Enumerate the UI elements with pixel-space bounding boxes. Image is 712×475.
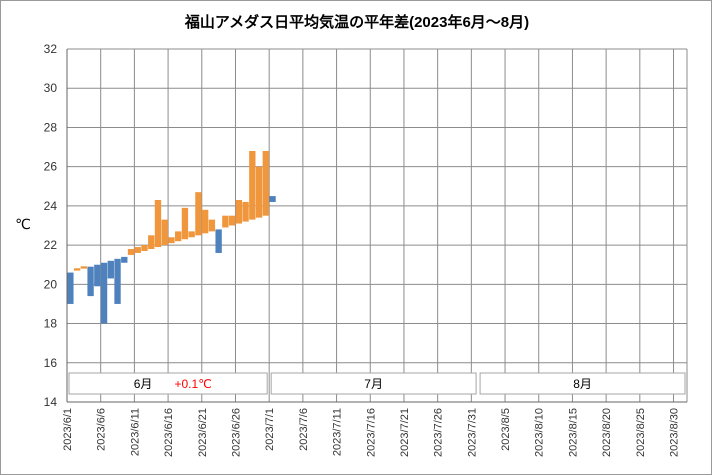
temperature-bar <box>127 249 135 255</box>
temperature-bar <box>154 200 162 248</box>
temperature-bar <box>73 268 81 271</box>
temperature-bar <box>94 264 101 287</box>
x-tick-label: 2023/8/30 <box>669 408 681 457</box>
month-label: 8月 <box>573 377 592 391</box>
x-tick-label: 2023/6/21 <box>197 408 209 457</box>
x-tick-label: 2023/8/15 <box>567 408 579 457</box>
temperature-bar <box>188 231 195 238</box>
y-tick-label: 22 <box>44 238 58 252</box>
temperature-bar <box>269 196 276 202</box>
temperature-bar <box>67 272 74 304</box>
x-tick-label: 2023/7/31 <box>466 408 478 457</box>
temperature-bar <box>80 266 88 269</box>
temperature-bar <box>134 247 141 253</box>
temperature-bar <box>107 260 114 279</box>
y-axis-label: ℃ <box>15 216 31 232</box>
y-tick-label: 16 <box>44 356 58 370</box>
month-box-layer: 6月 +0.1℃ 7月 8月 <box>68 372 686 395</box>
temperature-bar <box>255 166 263 218</box>
x-tick-label: 2023/7/21 <box>399 408 411 457</box>
temperature-bar <box>181 207 189 240</box>
y-tick-label: 28 <box>44 120 58 134</box>
temperature-bar <box>262 150 269 216</box>
temperature-bar <box>87 266 94 297</box>
x-tick-label: 2023/7/1 <box>264 408 276 451</box>
temperature-bar <box>228 215 236 226</box>
temperature-bar <box>215 229 222 253</box>
temperature-bar <box>168 237 175 244</box>
temperature-bar <box>161 219 168 246</box>
month-label: 7月 <box>364 377 383 391</box>
temperature-bar <box>121 256 128 263</box>
chart-title: 福山アメダス日平均気温の平年差(2023年6月～8月) <box>184 13 529 31</box>
grid-layer <box>66 48 688 403</box>
month-anomaly: +0.1℃ <box>175 377 212 391</box>
month-summary-box <box>270 372 477 395</box>
x-tick-label: 2023/7/16 <box>365 408 377 457</box>
x-tick-label: 2023/6/11 <box>129 408 141 456</box>
x-tick-label: 2023/7/26 <box>433 408 445 457</box>
temperature-bar <box>114 258 121 304</box>
y-tick-label: 14 <box>44 395 58 409</box>
temperature-bar <box>201 209 209 234</box>
month-summary-box <box>479 372 686 395</box>
x-tick-label: 2023/8/5 <box>500 408 512 451</box>
bar-layer <box>67 150 276 324</box>
month-label: 6月 <box>134 377 153 391</box>
temperature-bar <box>208 219 216 232</box>
temperature-bar <box>242 201 249 222</box>
temperature-bar <box>141 245 148 251</box>
temperature-bar <box>175 231 182 242</box>
x-tick-label: 2023/8/10 <box>534 408 546 457</box>
temperature-bar <box>195 192 202 236</box>
x-tick-label: 2023/7/11 <box>332 408 344 456</box>
y-tick-label: 20 <box>44 277 58 291</box>
y-tick-label: 30 <box>44 81 58 95</box>
x-tick-label: 2023/7/6 <box>298 408 310 451</box>
x-tick-label: 2023/6/1 <box>62 408 74 451</box>
y-tick-label: 26 <box>44 160 58 174</box>
axis-layer: 14 16 18 20 22 24 26 28 30 32 2023/6/1 2023/6/6 2023… <box>44 42 687 457</box>
x-tick-label: 2023/6/6 <box>96 408 108 451</box>
temperature-bar <box>100 262 108 324</box>
temperature-bar <box>222 215 229 228</box>
x-tick-label: 2023/6/16 <box>163 408 175 457</box>
month-summary-box <box>68 372 268 395</box>
y-tick-label: 32 <box>44 42 58 56</box>
temperature-bar <box>249 150 256 220</box>
x-tick-label: 2023/6/26 <box>230 408 242 457</box>
temperature-bar <box>235 200 243 224</box>
x-tick-label: 2023/8/25 <box>635 408 647 457</box>
x-tick-label: 2023/8/20 <box>601 408 613 457</box>
y-tick-label: 18 <box>44 317 58 331</box>
temperature-bar <box>148 235 155 250</box>
y-tick-label: 24 <box>44 199 58 213</box>
